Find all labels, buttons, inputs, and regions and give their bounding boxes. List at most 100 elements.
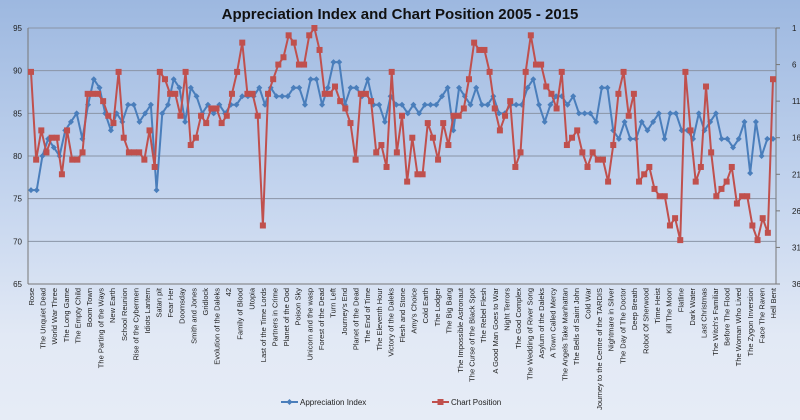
data-point <box>421 101 428 108</box>
data-point <box>473 84 480 91</box>
data-point <box>496 110 503 117</box>
data-point <box>589 149 596 156</box>
data-point <box>167 90 174 97</box>
data-point <box>364 76 371 83</box>
data-point <box>373 149 380 156</box>
data-point <box>575 110 582 117</box>
data-point <box>73 110 80 117</box>
data-point <box>695 110 702 117</box>
x-tick-label: Satan pit <box>155 287 164 318</box>
legend-item-chart-position: Chart Position <box>432 398 501 407</box>
series-line <box>30 27 774 242</box>
data-point <box>438 93 445 100</box>
right-tick-label: 26 <box>792 207 800 216</box>
data-point <box>636 178 643 185</box>
data-point <box>156 68 163 75</box>
right-tick-label: 36 <box>792 280 800 289</box>
x-tick-label: School Reunion <box>120 288 129 341</box>
data-point <box>570 93 577 100</box>
data-point <box>517 149 524 156</box>
data-point <box>381 118 388 125</box>
data-point <box>285 32 292 39</box>
right-tick-label: 21 <box>792 170 800 179</box>
data-point <box>64 127 71 134</box>
data-point <box>672 215 679 222</box>
data-point <box>747 170 754 177</box>
x-tick-label: Deep Breath <box>630 288 639 330</box>
data-point <box>376 101 383 108</box>
data-point <box>393 149 400 156</box>
x-tick-label: The Rebel Flesh <box>479 288 488 343</box>
data-point <box>48 134 55 141</box>
data-point <box>142 110 149 117</box>
data-point <box>416 110 423 117</box>
x-tick-label: Rose <box>27 288 36 306</box>
data-point <box>208 105 215 112</box>
x-tick-label: Face The Raven <box>757 288 766 343</box>
data-point <box>254 112 261 119</box>
data-point <box>548 90 555 97</box>
data-point <box>708 149 715 156</box>
data-point <box>713 193 720 200</box>
data-point <box>749 222 756 229</box>
data-point <box>718 135 725 142</box>
data-point <box>752 118 759 125</box>
x-tick-label: The Empty Child <box>73 288 82 343</box>
data-point <box>213 105 220 112</box>
data-point <box>524 84 531 91</box>
right-tick-label: 6 <box>792 61 797 70</box>
data-point <box>741 118 748 125</box>
x-tick-label: Before The Flood <box>723 288 732 346</box>
x-tick-label: World War Three <box>50 288 59 345</box>
data-point <box>419 171 426 178</box>
x-tick-label: The End of Time <box>363 288 372 343</box>
x-tick-label: Fear Her <box>166 288 175 318</box>
data-point <box>53 134 60 141</box>
legend-label: Appreciation Index <box>300 398 366 407</box>
data-point <box>584 163 591 170</box>
data-point <box>641 171 648 178</box>
data-point <box>409 134 416 141</box>
x-tick-label: Planet of the Dead <box>352 288 361 350</box>
data-point <box>120 134 127 141</box>
data-point <box>687 127 694 134</box>
data-point <box>244 90 251 97</box>
x-tick-label: A Good Man Goes to War <box>491 288 500 374</box>
data-point <box>646 163 653 170</box>
legend-label: Chart Position <box>451 398 501 407</box>
x-tick-label: New Earth <box>108 288 117 323</box>
data-point <box>599 156 606 163</box>
data-point <box>159 110 166 117</box>
x-tick-label: The Day of The Doctor <box>618 288 627 364</box>
data-point <box>141 156 148 163</box>
x-tick-label: Journey to the Centre of the TARDIS <box>595 288 604 410</box>
x-tick-label: Evolution of the Daleks <box>213 288 222 365</box>
data-point <box>28 187 34 194</box>
x-tick-label: The Angels Take Manhattan <box>560 288 569 381</box>
data-point <box>759 215 766 222</box>
data-point <box>182 118 189 125</box>
data-point <box>558 68 565 75</box>
left-tick-label: 95 <box>13 24 22 33</box>
data-point <box>564 101 571 108</box>
data-point <box>491 105 498 112</box>
x-tick-label: Kill The Moon <box>665 288 674 334</box>
data-point <box>496 127 503 134</box>
left-axis-ticks: 65 70 75 80 85 90 95 <box>13 24 22 289</box>
x-tick-label: The God Complex <box>514 288 523 349</box>
data-point <box>90 76 97 83</box>
square-marker-icon <box>437 399 444 405</box>
x-tick-label: The Witch's Familiar <box>711 288 720 356</box>
data-point <box>445 142 452 149</box>
x-tick-label: The Big Bang <box>444 288 453 333</box>
data-point <box>581 110 588 117</box>
data-point <box>69 156 76 163</box>
data-point <box>79 149 86 156</box>
data-point <box>399 101 405 108</box>
x-tick-label: The Unquiet Dead <box>39 288 48 349</box>
data-point <box>192 134 199 141</box>
x-tick-label: Boom Town <box>85 288 94 327</box>
data-point <box>532 61 539 68</box>
